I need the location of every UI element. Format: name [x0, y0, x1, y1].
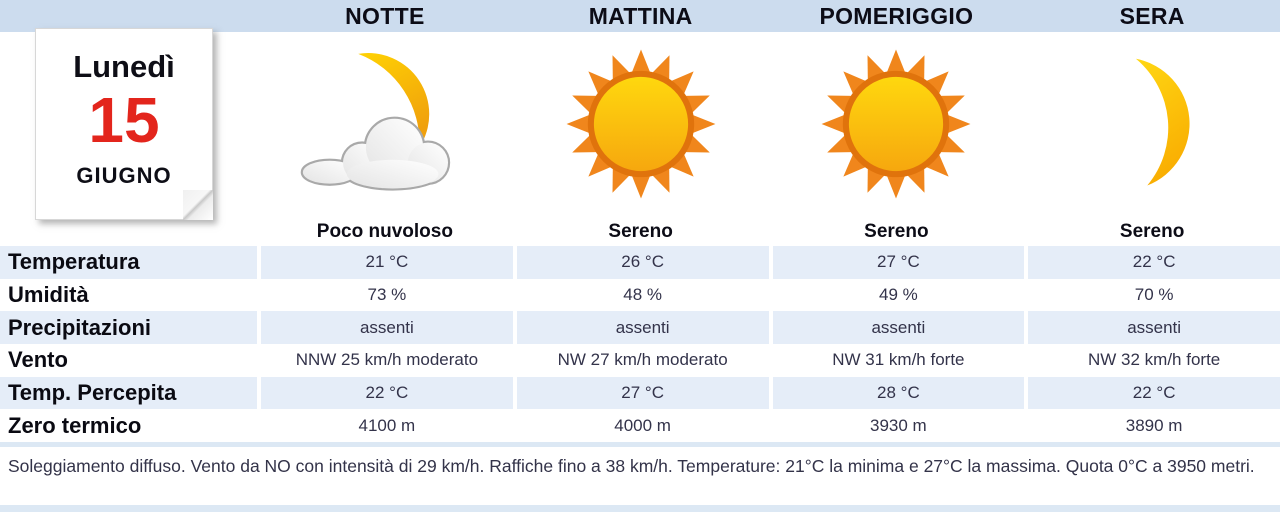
cell-value: 49 % — [768, 278, 1025, 312]
page-fold-corner — [183, 190, 213, 220]
cell-value: 4000 m — [512, 409, 769, 442]
forecast-summary-text: Soleggiamento diffuso. Vento da NO con i… — [8, 456, 1255, 476]
cell-value: 26 °C — [512, 246, 769, 279]
condition-notte: Poco nuvoloso — [316, 221, 453, 242]
cell-value: 3890 m — [1024, 409, 1280, 442]
row-label: Zero termico — [8, 412, 142, 438]
moon-cloud-icon — [300, 52, 451, 191]
cell-value: 22 °C — [1024, 376, 1280, 410]
cell-value: assenti — [512, 311, 769, 344]
icon-cell-notte — [257, 32, 513, 215]
cell-value: 21 °C — [257, 246, 513, 279]
condition-sera: Sereno — [1119, 221, 1185, 242]
cell-value: 22 °C — [1024, 246, 1280, 279]
sun-icon — [821, 49, 971, 198]
cell-value: NW 31 km/h forte — [768, 343, 1025, 377]
cell-value: 70 % — [1024, 278, 1280, 312]
date-card: Lunedì 15 GIUGNO — [35, 28, 213, 220]
row-label: Precipitazioni — [8, 314, 152, 340]
cell-value: assenti — [257, 311, 513, 344]
period-header-mattina: MATTINA — [588, 2, 693, 29]
summary-top-divider — [0, 442, 1280, 447]
period-header-sera: SERA — [1119, 2, 1185, 29]
period-header-pomeriggio: POMERIGGIO — [819, 2, 974, 29]
cell-value: 73 % — [257, 278, 513, 312]
cell-value: 4100 m — [257, 409, 513, 442]
row-label: Temperatura — [8, 249, 140, 275]
table-row-precipitazioni: Precipitazioni assenti assenti assenti a… — [0, 311, 1280, 344]
condition-mattina: Sereno — [608, 221, 673, 242]
row-label: Vento — [8, 347, 68, 373]
icon-cell-sera — [1024, 32, 1280, 215]
date-month: GIUGNO — [76, 163, 172, 188]
row-label: Temp. Percepita — [8, 379, 177, 405]
forecast-table: Temperatura 21 °C 26 °C 27 °C 22 °C Umid… — [0, 246, 1280, 442]
cell-value: assenti — [1024, 311, 1280, 344]
date-weekday: Lunedì — [73, 49, 175, 84]
icon-cell-mattina — [513, 32, 769, 215]
table-row-temp-percepita: Temp. Percepita 22 °C 27 °C 28 °C 22 °C — [0, 376, 1280, 410]
condition-pomeriggio: Sereno — [864, 221, 929, 242]
table-row-umidita: Umidità 73 % 48 % 49 % 70 % — [0, 278, 1280, 312]
period-header-notte: NOTTE — [345, 2, 425, 29]
date-day-number: 15 — [88, 84, 160, 156]
table-row-vento: Vento NNW 25 km/h moderato NW 27 km/h mo… — [0, 343, 1280, 377]
moon-icon — [1136, 58, 1190, 185]
cell-value: assenti — [768, 311, 1025, 344]
cell-value: 27 °C — [512, 376, 769, 410]
sun-icon — [566, 49, 716, 198]
cell-value: 22 °C — [257, 376, 513, 410]
cell-value: NNW 25 km/h moderato — [257, 343, 513, 377]
row-label: Umidità — [8, 281, 89, 307]
cell-value: 28 °C — [768, 376, 1025, 410]
table-row-temperatura: Temperatura 21 °C 26 °C 27 °C 22 °C — [0, 246, 1280, 279]
cell-value: 3930 m — [768, 409, 1025, 442]
bottom-divider-bar — [0, 505, 1280, 512]
cell-value: 48 % — [512, 278, 769, 312]
cell-value: 27 °C — [768, 246, 1025, 279]
table-row-zero-termico: Zero termico 4100 m 4000 m 3930 m 3890 m — [0, 409, 1280, 442]
cell-value: NW 27 km/h moderato — [512, 343, 769, 377]
weather-icons-row — [0, 32, 1280, 215]
cell-value: NW 32 km/h forte — [1024, 343, 1280, 377]
period-header-band: NOTTE MATTINA POMERIGGIO SERA — [0, 0, 1280, 32]
icon-cell-pomeriggio — [769, 32, 1025, 215]
conditions-row: Poco nuvoloso Sereno Sereno Sereno — [0, 215, 1280, 246]
